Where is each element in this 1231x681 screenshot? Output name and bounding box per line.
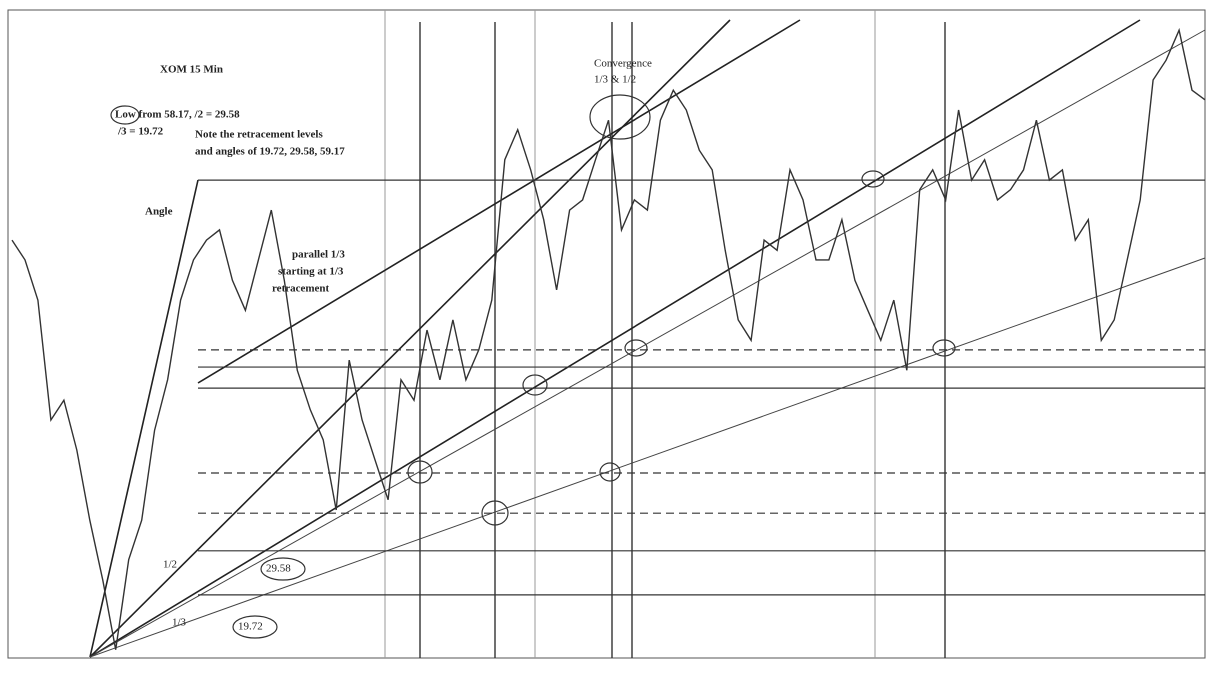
angle-line <box>89 179 199 658</box>
marker-circle <box>589 94 651 140</box>
price-line <box>11 27 1206 650</box>
annotation: 1/2 <box>163 559 177 571</box>
angle-line <box>89 257 1206 658</box>
marker-circle <box>481 500 509 526</box>
annotation: and angles of 19.72, 29.58, 59.17 <box>195 146 345 158</box>
annotation: 19.72 <box>238 621 263 633</box>
parallel-line <box>197 19 801 384</box>
angle-line <box>89 29 1206 658</box>
marker-circle <box>624 339 648 357</box>
angle-line <box>89 19 1141 658</box>
plot-frame <box>7 9 1206 659</box>
annotation: Angle <box>145 206 173 218</box>
chart-title: XOM 15 Min <box>160 64 223 76</box>
annotation: 1/3 & 1/2 <box>594 74 636 86</box>
marker-circle <box>260 557 306 581</box>
annotation: starting at 1/3 <box>278 266 344 278</box>
annotation: retracement <box>272 283 330 295</box>
annotation: 29.58 <box>266 563 291 575</box>
marker-circle <box>232 615 278 639</box>
marker-circle <box>599 462 621 482</box>
marker-circle <box>110 105 140 125</box>
annotation: Low from 58.17, /2 = 29.58 <box>115 109 240 121</box>
annotation: 1/3 <box>172 617 187 629</box>
annotation: parallel 1/3 <box>292 249 345 261</box>
marker-circle <box>522 374 548 396</box>
marker-circle <box>407 460 433 484</box>
marker-circle <box>861 170 885 188</box>
annotation: Note the retracement levels <box>195 129 323 141</box>
annotation: /3 = 19.72 <box>117 126 164 138</box>
annotation: Convergence <box>594 58 652 70</box>
marker-circle <box>932 339 956 357</box>
